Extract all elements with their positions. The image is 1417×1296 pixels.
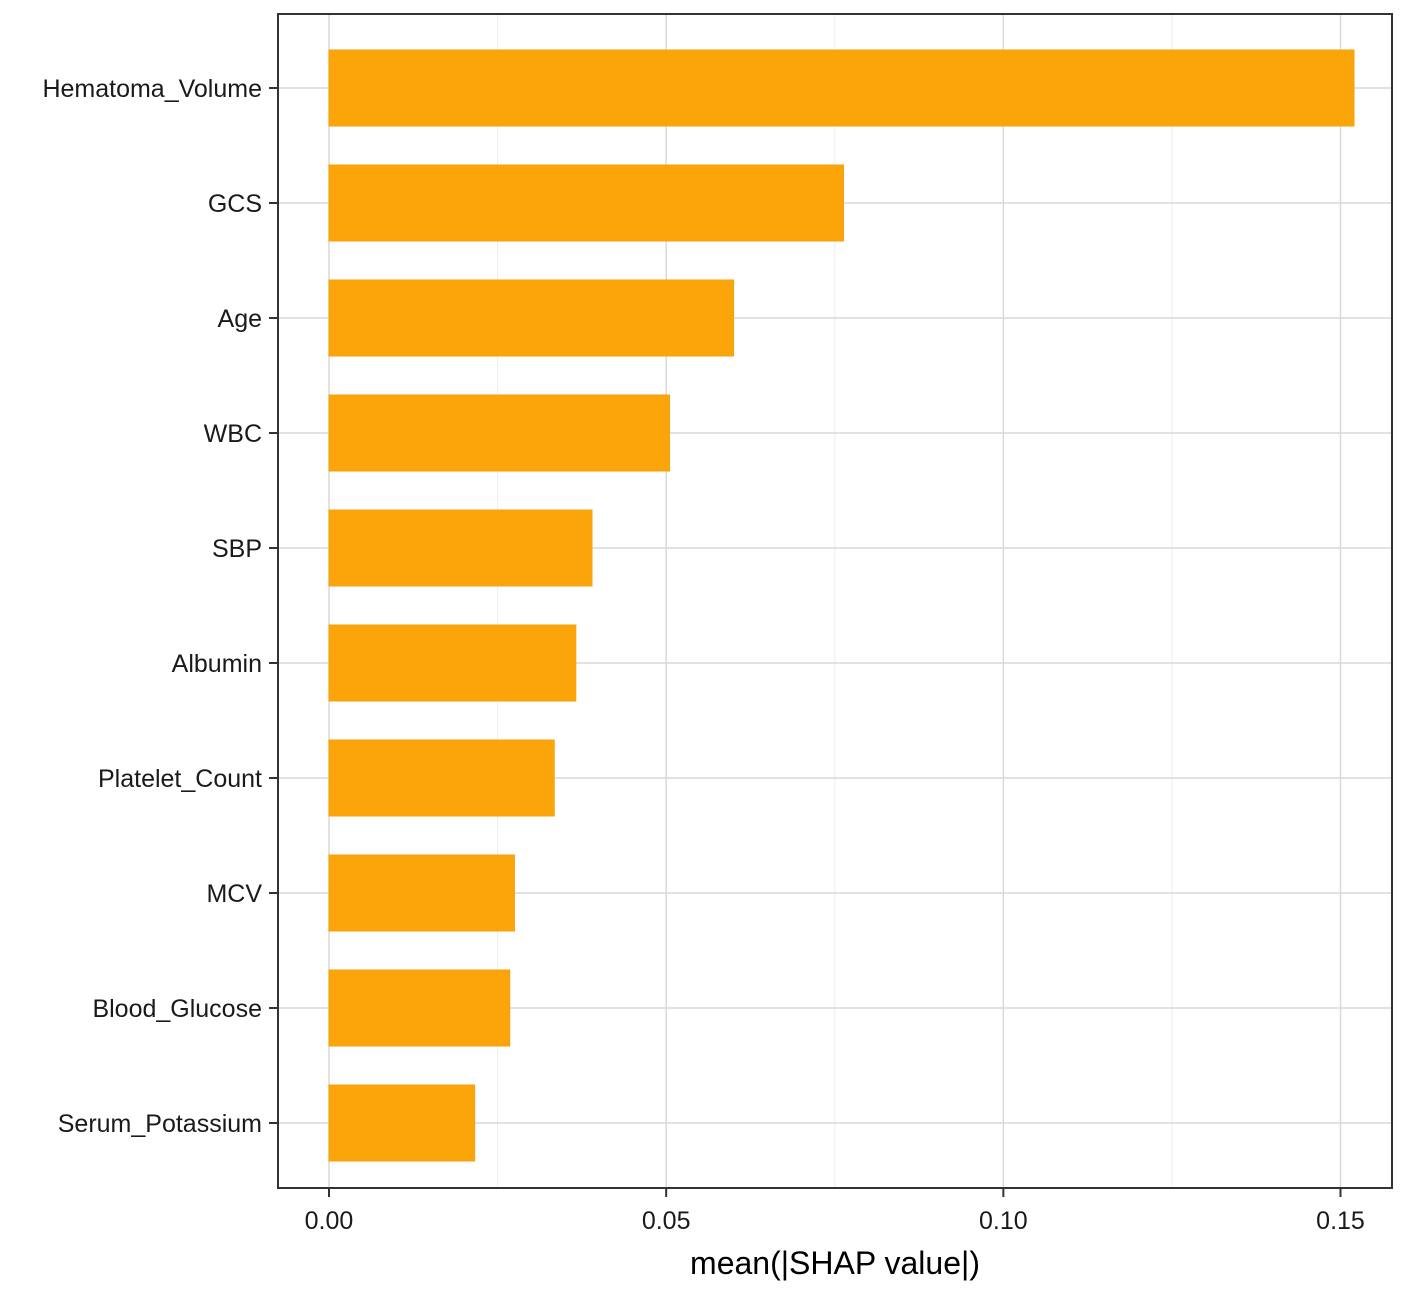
- panel-border: [277, 13, 1393, 1189]
- bar-platelet-count: [328, 739, 555, 817]
- bars: [328, 49, 1355, 1162]
- x-axis: 0.00 0.05 0.10 0.15: [305, 1188, 1365, 1235]
- bar-hematoma-volume: [328, 49, 1355, 127]
- bar-albumin: [328, 624, 577, 702]
- y-tick-label: Albumin: [172, 650, 262, 678]
- x-tick-label: 0.05: [642, 1207, 691, 1235]
- y-tick-label: MCV: [206, 880, 262, 908]
- y-tick-label: Serum_Potassium: [58, 1110, 262, 1138]
- y-tick-label: Platelet_Count: [98, 765, 262, 793]
- x-axis-title: mean(|SHAP value|): [690, 1245, 980, 1281]
- bar-gcs: [328, 164, 845, 242]
- bar-mcv: [328, 854, 515, 932]
- y-tick-label: WBC: [204, 420, 262, 448]
- y-tick-label: SBP: [212, 535, 262, 563]
- y-axis: Hematoma_Volume GCS Age WBC SBP Albumin Platel…: [42, 75, 278, 1138]
- y-tick-label: GCS: [208, 190, 262, 218]
- bar-blood-glucose: [328, 969, 511, 1047]
- bar-sbp: [328, 509, 593, 587]
- x-tick-label: 0.15: [1316, 1207, 1365, 1235]
- x-tick-label: 0.00: [305, 1207, 354, 1235]
- y-tick-label: Age: [218, 305, 262, 333]
- x-tick-label: 0.10: [979, 1207, 1028, 1235]
- bar-age: [328, 279, 735, 357]
- y-tick-label: Blood_Glucose: [92, 995, 262, 1023]
- y-tick-label: Hematoma_Volume: [42, 75, 262, 103]
- bar-serum-potassium: [328, 1084, 476, 1162]
- bar-wbc: [328, 394, 671, 472]
